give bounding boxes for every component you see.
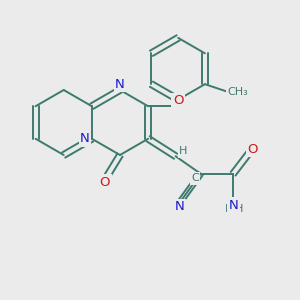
Text: N: N — [229, 199, 238, 212]
Text: C: C — [191, 173, 199, 183]
Text: H: H — [235, 204, 243, 214]
Text: N: N — [115, 78, 125, 91]
Text: H: H — [225, 204, 234, 214]
Text: H: H — [179, 146, 187, 156]
Text: N: N — [80, 132, 90, 145]
Text: CH₃: CH₃ — [227, 87, 248, 97]
Text: N: N — [175, 200, 184, 213]
Text: O: O — [173, 94, 183, 107]
Text: O: O — [100, 176, 110, 188]
Text: O: O — [247, 143, 258, 156]
